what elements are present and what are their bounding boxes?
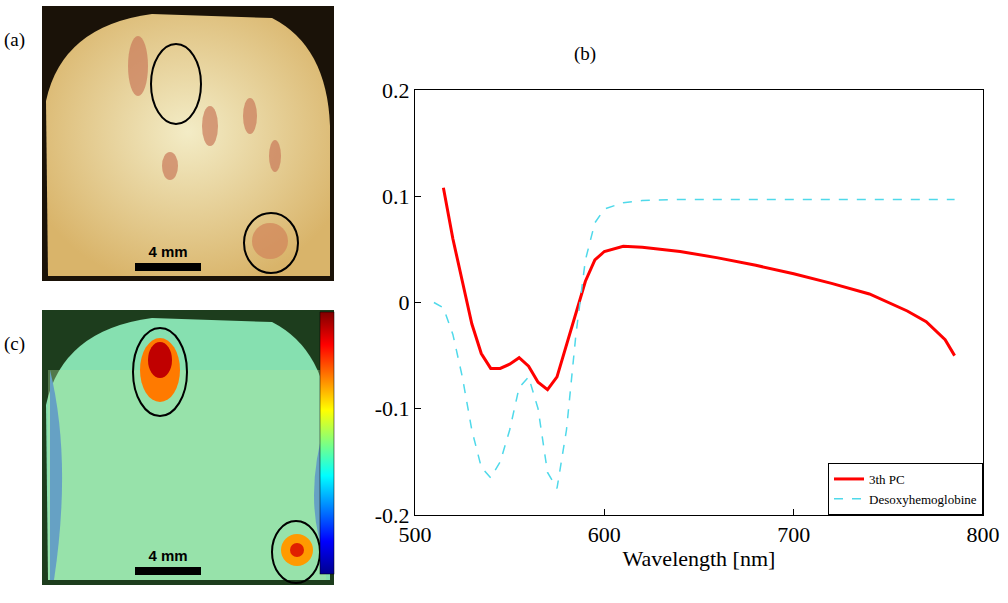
svg-text:(c): (c) — [4, 333, 25, 355]
svg-text:0: 0 — [399, 290, 410, 315]
svg-text:Wavelength [nm]: Wavelength [nm] — [623, 546, 776, 571]
svg-text:0.1: 0.1 — [382, 184, 410, 209]
svg-text:Desoxyhemoglobine: Desoxyhemoglobine — [869, 492, 977, 507]
svg-text:3th PC: 3th PC — [869, 472, 905, 487]
svg-text:-0.2: -0.2 — [375, 503, 410, 528]
svg-text:(b): (b) — [574, 43, 596, 65]
svg-text:0.2: 0.2 — [382, 78, 410, 103]
svg-text:4 mm: 4 mm — [148, 243, 187, 260]
svg-text:800: 800 — [967, 522, 1000, 547]
svg-text:600: 600 — [588, 522, 621, 547]
svg-text:700: 700 — [777, 522, 810, 547]
svg-text:500: 500 — [399, 522, 432, 547]
svg-text:-0.1: -0.1 — [375, 396, 410, 421]
svg-text:(a): (a) — [4, 29, 25, 51]
svg-text:4 mm: 4 mm — [148, 547, 187, 564]
